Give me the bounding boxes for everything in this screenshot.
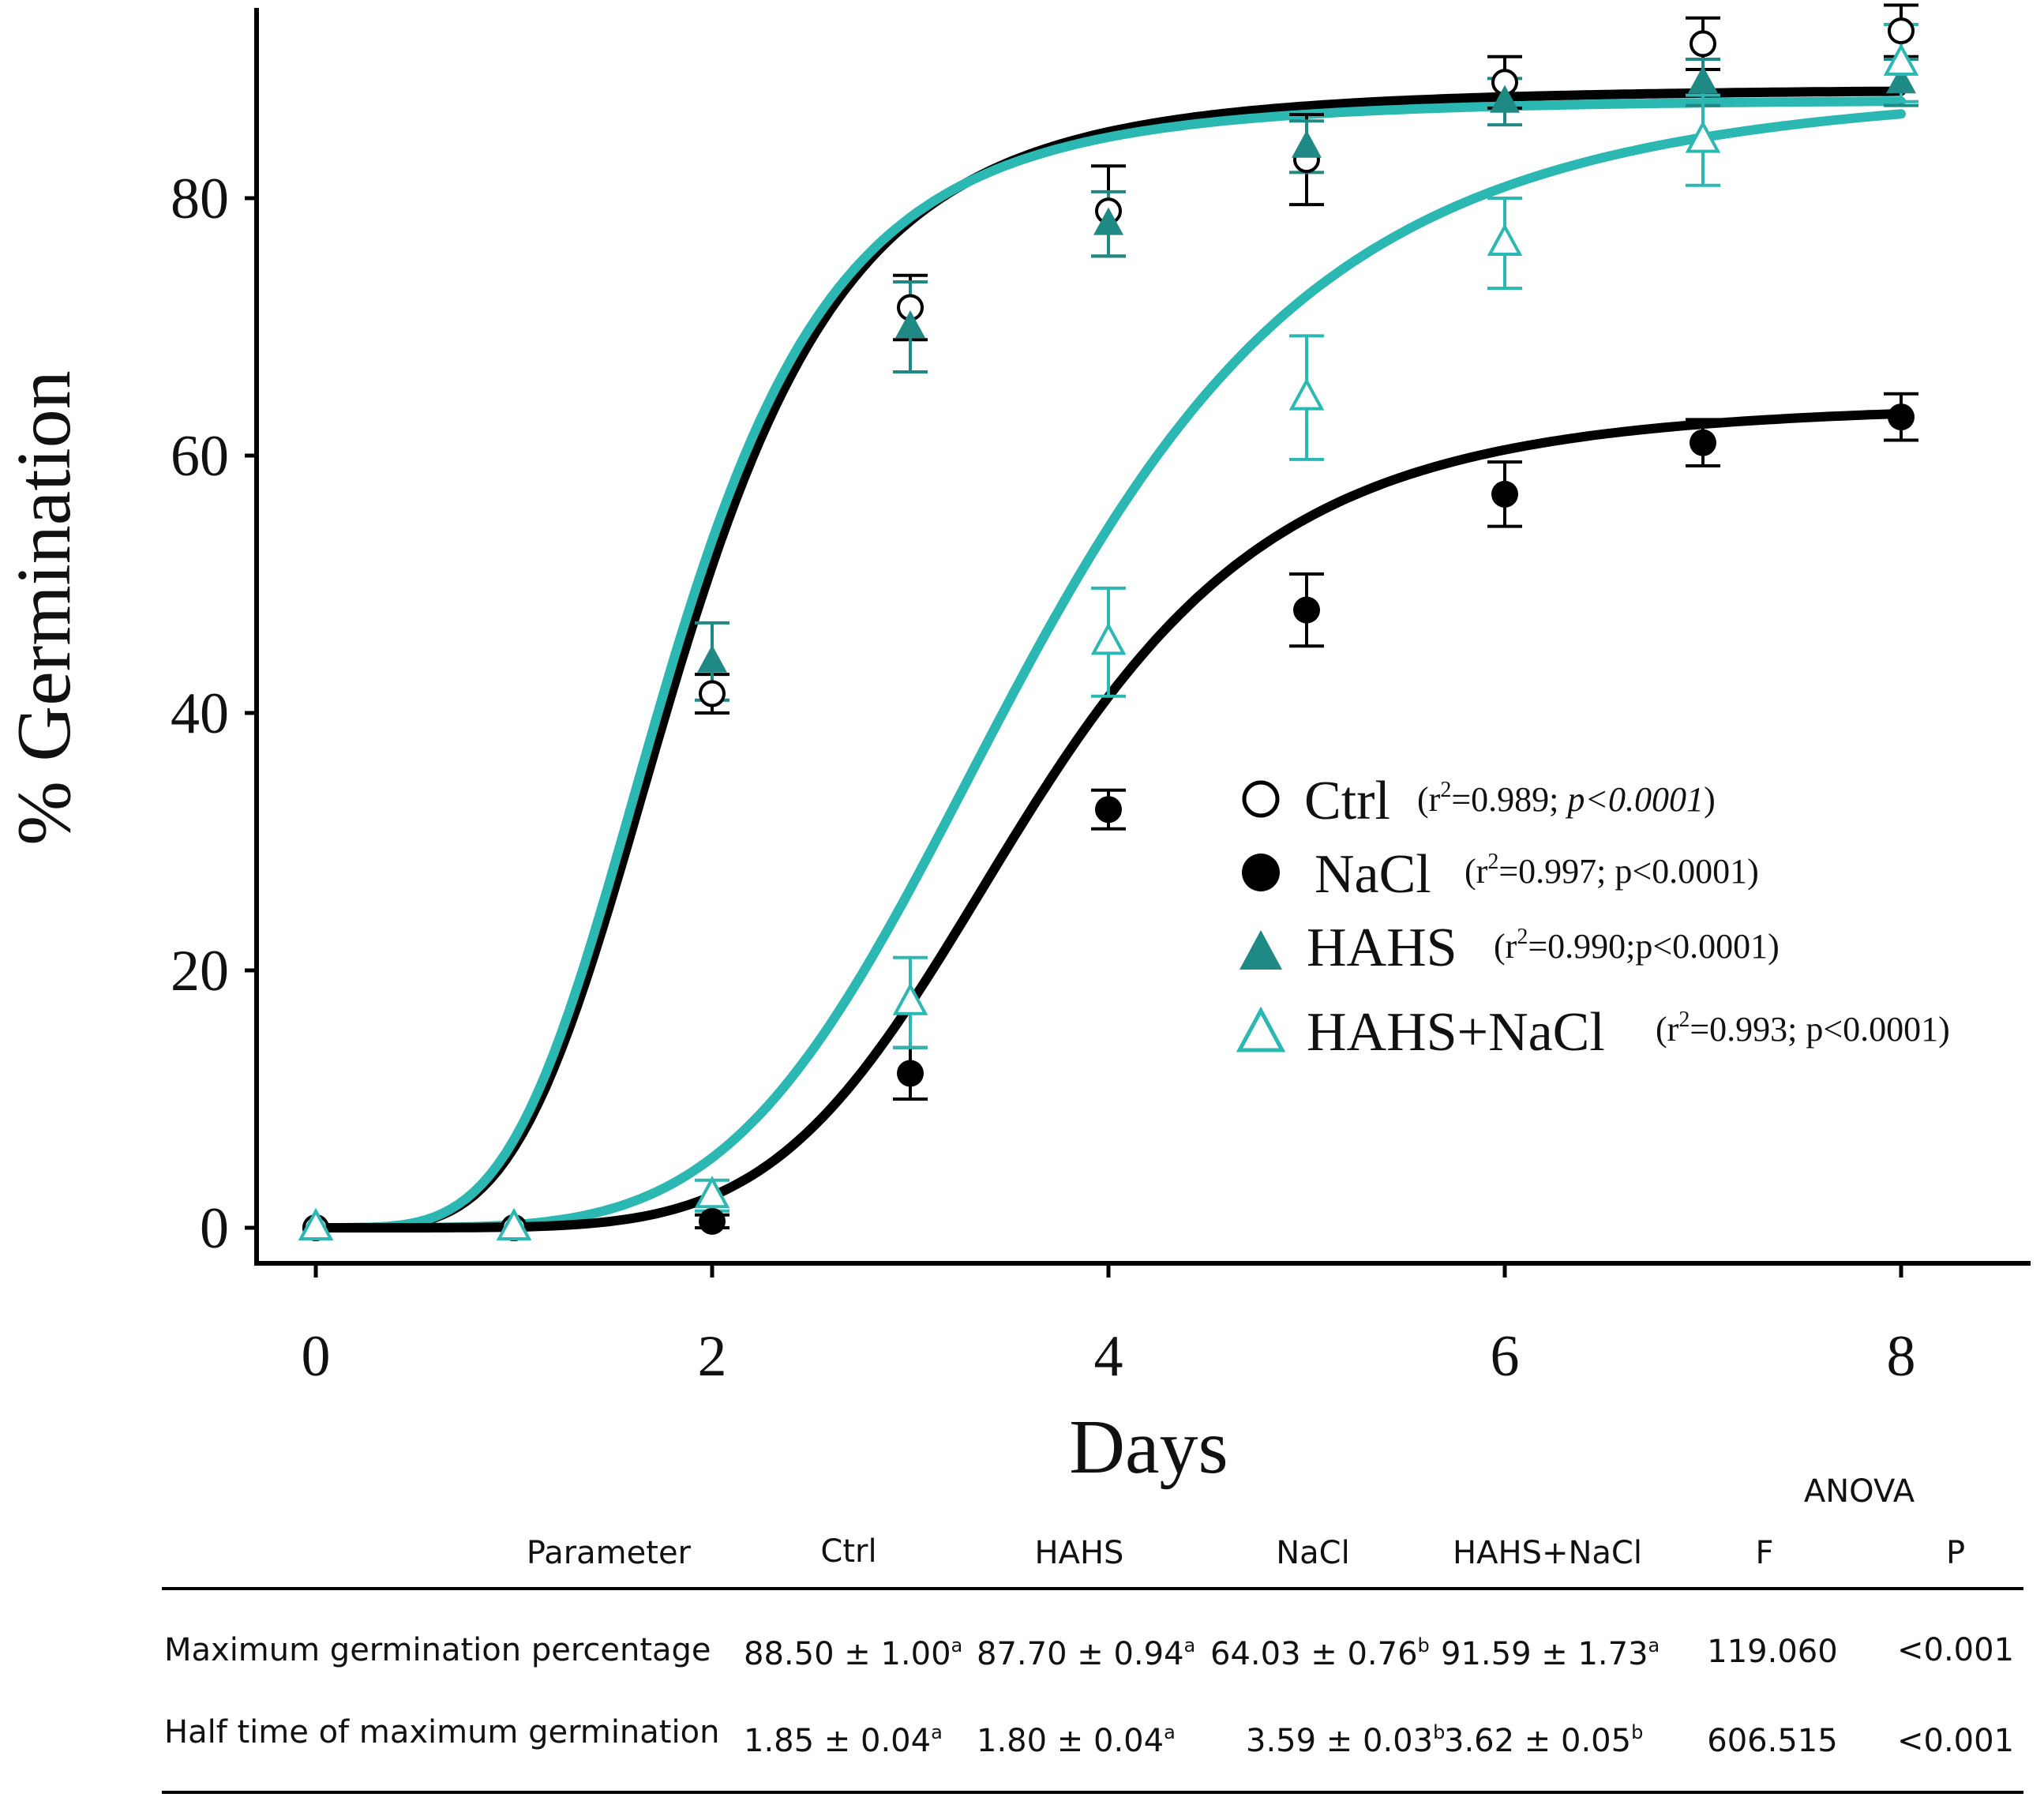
point-ctrl: [1888, 17, 1915, 45]
x-tick-label: 6: [1491, 1324, 1520, 1389]
legend-stat-nacl: (r2=0.997; p<0.0001): [1465, 850, 1759, 891]
table-row: Half time of maximum germination 1.85 ± …: [164, 1714, 2014, 1759]
legend-item-hahs-nacl: HAHS+NaCl (r2=0.993; p<0.0001): [1236, 1002, 1950, 1063]
point-nacl: [1888, 403, 1915, 431]
table-cell: 87.70 ± 0.94a: [977, 1634, 1195, 1672]
x-tick-label: 2: [698, 1324, 727, 1389]
point-hahs-nacl: [694, 1176, 730, 1209]
fit-curve-hahs: [311, 96, 1906, 1233]
table-cell-p: <0.001: [1897, 1632, 2014, 1668]
point-hahs-nacl: [1685, 120, 1721, 153]
table-header-p: P: [1946, 1535, 1965, 1571]
plot-axes: [254, 8, 2031, 1266]
legend-marker-hahs-nacl: [1236, 1006, 1286, 1052]
point-ctrl: [699, 680, 726, 707]
y-axis-title: % Germination: [2, 370, 87, 845]
table-header-nacl: NaCl: [1276, 1535, 1349, 1571]
y-tick-label: 0: [200, 1196, 229, 1261]
fit-curve-hahs-nacl: [311, 109, 1906, 1233]
point-nacl: [1491, 480, 1518, 508]
point-ctrl: [1690, 30, 1716, 58]
point-hahs-nacl: [1487, 223, 1523, 257]
point-hahs-nacl: [496, 1207, 532, 1240]
legend-label-hahs: HAHS: [1307, 917, 1457, 978]
point-hahs: [1093, 207, 1123, 235]
table-cell: 91.59 ± 1.73a: [1441, 1634, 1660, 1672]
table-cell: 3.62 ± 0.05b: [1444, 1721, 1643, 1759]
point-hahs-nacl: [1288, 377, 1325, 411]
x-tick-label: 4: [1094, 1324, 1123, 1389]
table-header-f: F: [1755, 1535, 1773, 1571]
stats-table: ANOVA Parameter Ctrl HAHS NaCl HAHS+NaCl…: [162, 1473, 2023, 1794]
legend-stat-ctrl: (r2=0.989; p<0.0001): [1417, 778, 1716, 819]
y-tick-label: 20: [171, 939, 229, 1004]
table-cell-p: <0.001: [1897, 1723, 2014, 1759]
y-tick-label: 40: [171, 681, 229, 746]
point-nacl: [1690, 429, 1716, 456]
table-header-ctrl: Ctrl: [820, 1533, 876, 1570]
legend-label-hahs-nacl: HAHS+NaCl: [1307, 1002, 1605, 1063]
point-hahs: [1490, 84, 1520, 113]
table-cell-f: 606.515: [1707, 1723, 1837, 1759]
point-hahs-nacl: [298, 1207, 334, 1240]
point-nacl: [1293, 596, 1320, 624]
data-points: [298, 17, 1919, 1241]
table-header-hahs-nacl: HAHS+NaCl: [1453, 1535, 1642, 1571]
legend-item-nacl: NaCl (r2=0.997; p<0.0001): [1242, 844, 1759, 905]
x-tick-label: 0: [302, 1324, 331, 1389]
row-label: Half time of maximum germination: [164, 1714, 719, 1750]
table-row: Maximum germination percentage 88.50 ± 1…: [164, 1632, 2014, 1672]
point-hahs-nacl: [1090, 622, 1127, 655]
y-ticks: 0 20 40 60 80: [171, 167, 257, 1261]
legend-marker-nacl: [1242, 854, 1280, 891]
table-cell: 88.50 ± 1.00a: [744, 1634, 962, 1672]
point-hahs: [1886, 66, 1916, 94]
legend-item-hahs: HAHS (r2=0.990;p<0.0001): [1240, 917, 1780, 978]
legend-label-ctrl: Ctrl: [1304, 771, 1390, 831]
point-nacl: [897, 1060, 924, 1087]
table-cell: 1.85 ± 0.04a: [744, 1721, 943, 1759]
point-hahs: [697, 644, 727, 673]
x-tick-label: 8: [1887, 1324, 1916, 1389]
row-label: Maximum germination percentage: [164, 1632, 711, 1668]
table-cell: 1.80 ± 0.04a: [977, 1721, 1176, 1759]
legend-marker-ctrl: [1242, 780, 1280, 818]
legend-label-nacl: NaCl: [1315, 844, 1431, 905]
table-cell-f: 119.060: [1707, 1634, 1837, 1670]
point-hahs: [1292, 129, 1322, 158]
point-hahs-nacl: [1883, 43, 1919, 76]
point-hahs: [895, 310, 925, 338]
point-hahs-nacl: [892, 982, 928, 1015]
anova-label: ANOVA: [1804, 1473, 1915, 1510]
x-ticks: 0 2 4 6 8: [302, 1263, 1916, 1389]
y-tick-label: 80: [171, 167, 229, 231]
legend-item-ctrl: Ctrl (r2=0.989; p<0.0001): [1242, 771, 1716, 831]
fit-curve-ctrl: [311, 86, 1906, 1233]
legend-stat-hahs-nacl: (r2=0.993; p<0.0001): [1656, 1007, 1950, 1049]
table-cell: 3.59 ± 0.03b: [1246, 1721, 1445, 1759]
x-axis-title: Days: [1069, 1405, 1228, 1490]
legend-marker-hahs: [1240, 930, 1282, 970]
table-header-parameter: Parameter: [527, 1535, 692, 1571]
point-nacl: [699, 1207, 726, 1235]
point-nacl: [1095, 796, 1122, 824]
point-hahs: [1688, 66, 1718, 94]
y-tick-label: 60: [171, 424, 229, 489]
legend-stat-hahs: (r2=0.990;p<0.0001): [1494, 925, 1780, 966]
table-header-hahs: HAHS: [1035, 1535, 1124, 1571]
legend: Ctrl (r2=0.989; p<0.0001) NaCl (r2=0.997…: [1236, 771, 1950, 1063]
table-cell: 64.03 ± 0.76b: [1210, 1634, 1430, 1672]
